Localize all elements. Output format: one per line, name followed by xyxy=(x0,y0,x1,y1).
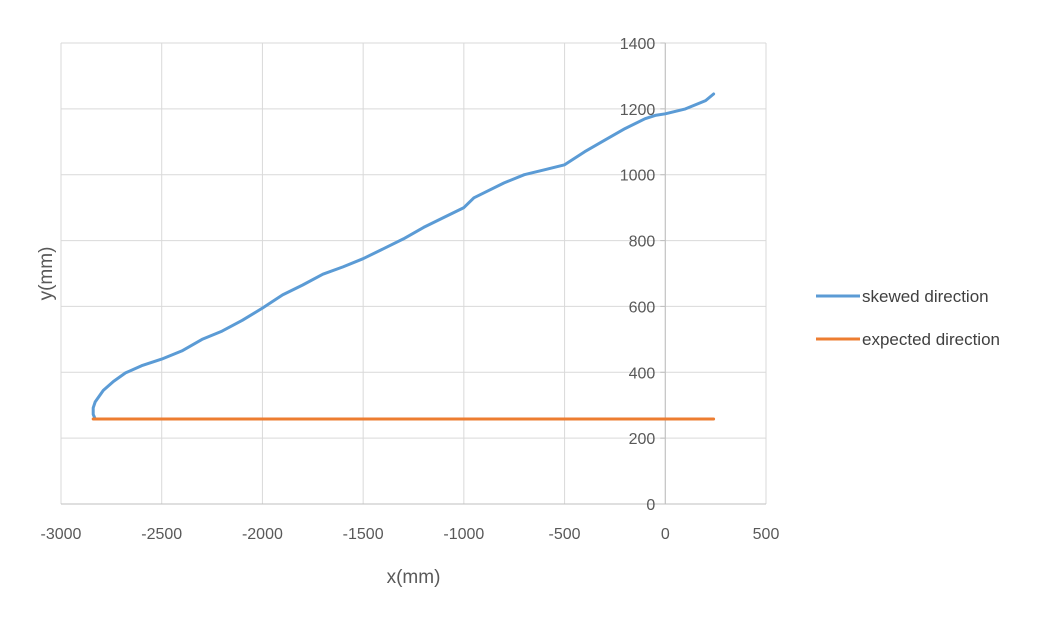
legend: skewed direction expected direction xyxy=(816,287,1000,349)
tick-labels: -3000 -2500 -2000 -1500 -1000 -500 0 500 0 200 400… xyxy=(41,36,780,543)
y-tick-label: 1200 xyxy=(620,102,656,119)
y-tick-label: 600 xyxy=(629,299,656,316)
x-tick-label: -1500 xyxy=(343,526,384,543)
x-tick-label: 0 xyxy=(661,526,670,543)
legend-label: skewed direction xyxy=(862,287,989,306)
grid-lines xyxy=(60,42,767,505)
legend-label: expected direction xyxy=(862,330,1000,349)
axes xyxy=(61,42,766,505)
x-tick-label: -2500 xyxy=(141,526,182,543)
y-tick-label: 800 xyxy=(629,234,656,251)
x-tick-label: -500 xyxy=(549,526,581,543)
series-line-skewed-direction xyxy=(91,92,716,421)
x-tick-label: -1000 xyxy=(443,526,484,543)
x-tick-label: -3000 xyxy=(41,526,82,543)
data-series xyxy=(91,92,716,421)
y-axis-title: y(mm) xyxy=(36,247,57,301)
x-tick-label: -2000 xyxy=(242,526,283,543)
x-axis-title: x(mm) xyxy=(387,567,441,588)
y-tick-label: 1000 xyxy=(620,168,656,185)
y-tick-label: 400 xyxy=(629,365,656,382)
y-tick-label: 0 xyxy=(646,497,655,514)
y-tick-label: 200 xyxy=(629,431,656,448)
y-tick-label: 1400 xyxy=(620,36,656,53)
x-tick-label: 500 xyxy=(753,526,780,543)
